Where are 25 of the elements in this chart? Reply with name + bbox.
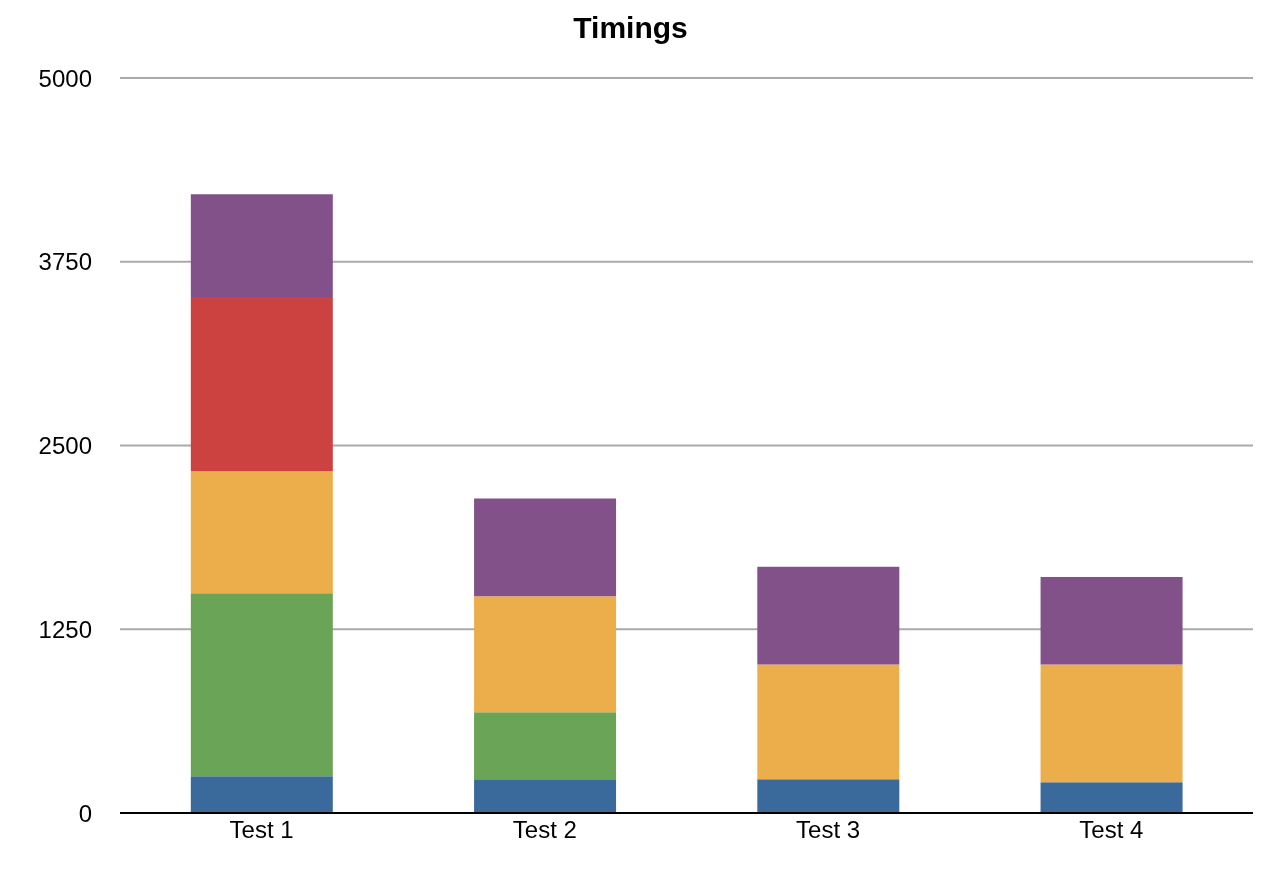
bar [190,593,333,777]
y-tick-label: 2500 [38,432,92,460]
x-tick-label: Test 4 [1079,816,1144,844]
bar [474,712,617,780]
chart-title: Timings [572,10,689,46]
bar [1040,664,1183,783]
bar [474,779,617,813]
bar [757,566,900,665]
bar [757,779,900,813]
bar [190,471,333,594]
y-tick-label: 0 [78,799,92,827]
x-tick-label: Test 3 [796,816,861,844]
bar [190,776,333,813]
bar [757,664,900,780]
bar [474,498,617,597]
y-tick-label: 1250 [38,615,92,643]
x-tick-label: Test 1 [229,816,294,844]
bar [190,297,333,472]
y-tick-label: 5000 [38,64,92,92]
bar [190,194,333,298]
x-tick-label: Test 2 [512,816,577,844]
bar [474,596,617,713]
bar [1040,782,1183,813]
y-tick-label: 3750 [38,248,92,276]
bar [1040,577,1183,665]
